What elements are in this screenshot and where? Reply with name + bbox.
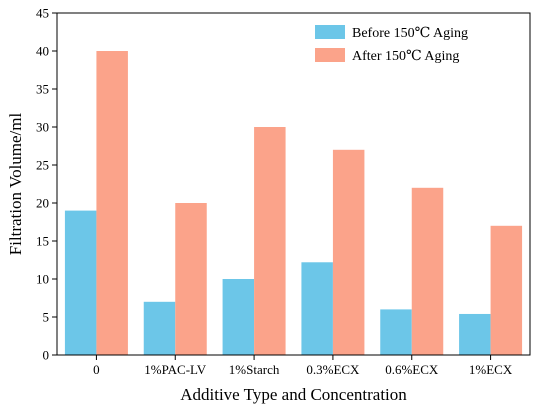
x-axis-ticks: 0 1%PAC-LV 1%Starch 0.3%ECX 0.6%ECX 1%ECX (93, 355, 513, 377)
y-tick-label: 20 (36, 196, 49, 211)
y-axis-title: Filtration Volume/ml (6, 112, 25, 255)
y-axis-ticks: 0 5 10 15 20 25 30 35 40 45 (36, 6, 57, 363)
legend-label-before: Before 150℃ Aging (352, 26, 468, 41)
x-tick-label: 1%ECX (469, 362, 513, 377)
y-tick-label: 45 (36, 6, 49, 21)
x-axis-title: Additive Type and Concentration (180, 385, 407, 404)
legend-swatch-before (315, 25, 345, 39)
y-tick-label: 40 (36, 44, 49, 59)
y-tick-label: 5 (43, 310, 50, 325)
bar-after-5 (490, 225, 523, 355)
bar-before-3 (301, 262, 333, 355)
x-tick-label: 0.3%ECX (306, 362, 360, 377)
bars-layer (64, 51, 523, 355)
y-tick-label: 30 (36, 120, 49, 135)
y-tick-label: 0 (43, 348, 50, 363)
legend-label-after: After 150℃ Aging (352, 49, 459, 64)
bar-after-2 (254, 127, 286, 355)
bar-before-2 (222, 279, 255, 355)
bar-after-3 (332, 149, 365, 355)
x-tick-label: 1%PAC-LV (144, 362, 207, 377)
y-tick-label: 35 (36, 82, 49, 97)
x-tick-label: 0.6%ECX (385, 362, 439, 377)
bar-after-0 (96, 51, 128, 355)
y-tick-label: 25 (36, 158, 49, 173)
bar-before-5 (459, 313, 491, 355)
legend: Before 150℃ Aging After 150℃ Aging (315, 25, 468, 64)
bar-before-1 (143, 301, 176, 355)
bar-before-0 (64, 210, 97, 355)
bar-after-1 (175, 203, 207, 355)
x-tick-label: 0 (93, 362, 100, 377)
bar-after-4 (411, 187, 444, 355)
x-tick-label: 1%Starch (229, 362, 280, 377)
legend-swatch-after (315, 48, 345, 62)
plot-frame (56, 12, 531, 356)
y-tick-label: 15 (36, 234, 49, 249)
bar-before-4 (380, 309, 412, 355)
y-tick-label: 10 (36, 272, 49, 287)
